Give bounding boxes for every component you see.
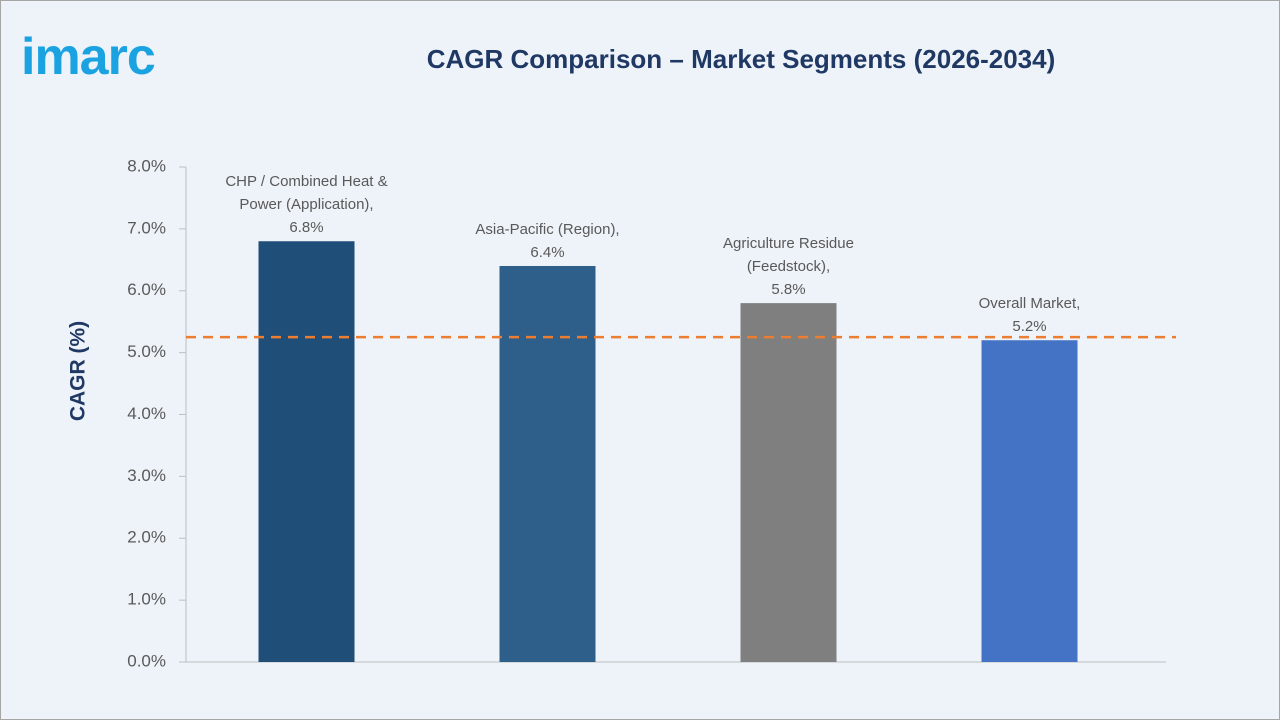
y-tick-label: 4.0%: [127, 404, 166, 423]
logo: imarc: [21, 28, 156, 86]
chart-title: CAGR Comparison – Market Segments (2026-…: [427, 44, 1056, 74]
y-tick-label: 7.0%: [127, 218, 166, 237]
data-label: Agriculture Residue (Feedstock), 5.8%: [694, 232, 884, 301]
y-tick-label: 1.0%: [127, 590, 166, 609]
y-tick-label: 5.0%: [127, 342, 166, 361]
bar: [740, 303, 837, 662]
y-tick-label: 6.0%: [127, 280, 166, 299]
y-tick-label: 3.0%: [127, 466, 166, 485]
category-label: CHP / Combined Heat & Power (Application…: [225, 173, 388, 214]
y-tick-label: 2.0%: [127, 528, 166, 547]
value-label: 5.2%: [1012, 318, 1047, 336]
value-label: 6.8%: [289, 219, 324, 237]
y-axis-title: CAGR (%): [67, 321, 90, 421]
data-label: Asia-Pacific (Region), 6.4%: [453, 218, 643, 264]
bar: [981, 340, 1078, 662]
y-tick-label: 8.0%: [127, 156, 166, 175]
category-label: Agriculture Residue (Feedstock),: [723, 235, 854, 276]
bar: [499, 266, 596, 662]
category-label: Overall Market,: [978, 295, 1081, 313]
y-tick-label: 0.0%: [127, 651, 166, 670]
category-label: Asia-Pacific (Region),: [475, 221, 620, 238]
data-label: Overall Market, 5.2%: [935, 292, 1125, 338]
data-label: CHP / Combined Heat & Power (Application…: [212, 170, 402, 239]
bar: [258, 241, 355, 662]
value-label: 6.4%: [530, 244, 565, 261]
value-label: 5.8%: [771, 281, 806, 299]
